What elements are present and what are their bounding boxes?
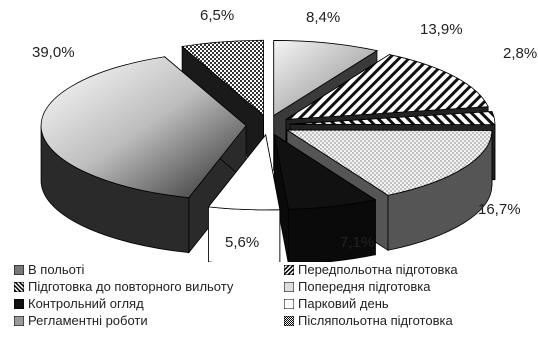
pie-slice-7 [40,55,247,254]
pie-slice-6 [207,133,281,262]
legend-swatch [14,264,24,275]
slice-label-4: 16,7% [478,201,521,218]
legend-label: Регламентні роботи [28,313,148,328]
legend-label: Передпольотна підготовка [298,262,458,277]
legend-label: Підготовка до повторного вильоту [28,279,234,294]
slice-label-6: 5,6% [225,234,259,251]
legend-swatch [284,298,294,309]
legend-label: Парковий день [298,296,389,311]
slice-label-5: 7,1% [340,234,374,251]
slice-label-3: 2,8% [503,45,537,62]
legend-label: Попередня підготовка [298,279,431,294]
legend-item-8: Післяпольотна підготовка [284,313,453,328]
legend-item-5: Контрольний огляд [14,296,144,311]
legend-swatch [284,281,294,292]
legend-label: Післяпольотна підготовка [298,313,453,328]
legend-item-1: В польоті [14,262,84,277]
legend-item-2: Передпольотна підготовка [284,262,458,277]
pie-chart: 8,4% 13,9% 2,8% 16,7% 7,1% 5,6% 39,0% 6,5% [32,7,537,262]
legend-swatch [14,298,24,309]
legend-swatch [284,315,294,326]
legend-label: В польоті [28,262,85,277]
legend-swatch [284,264,294,275]
slice-label-8: 6,5% [200,7,234,24]
legend-item-6: Парковий день [284,296,389,311]
pie-slice-5 [273,133,377,262]
legend-swatch [14,315,24,326]
legend-item-7: Регламентні роботи [14,313,148,328]
legend-swatch [14,281,24,292]
slice-label-7: 39,0% [32,44,75,61]
legend-label: Контрольний огляд [28,296,144,311]
legend-item-4: Попередня підготовка [284,279,431,294]
slice-label-2: 13,9% [420,21,463,38]
slice-label-1: 8,4% [306,9,340,26]
legend-item-3: Підготовка до повторного вильоту [14,279,233,294]
